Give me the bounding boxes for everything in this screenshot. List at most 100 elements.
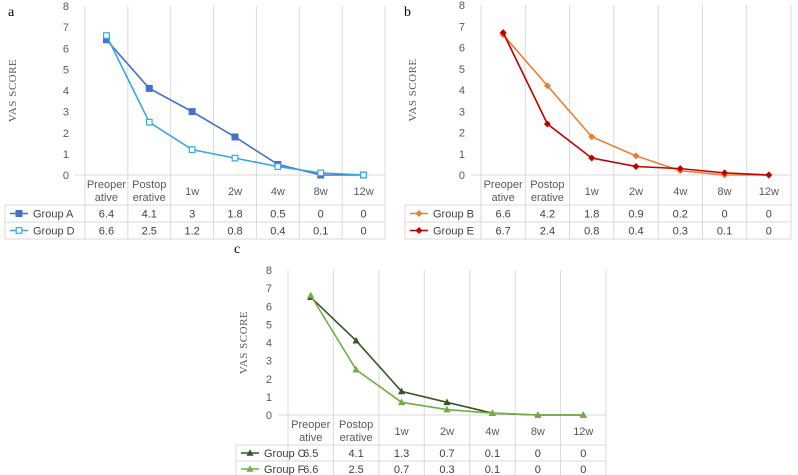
data-point <box>231 133 239 141</box>
y-tick-label: 4 <box>266 338 272 350</box>
legend-key-marker <box>415 210 423 217</box>
legend-key-marker <box>246 465 254 472</box>
data-point <box>188 146 196 154</box>
data-point <box>360 171 367 179</box>
legend-entry: Group F <box>264 464 305 475</box>
y-tick-label: 2 <box>63 128 69 140</box>
y-axis-label: VAS SCORE <box>407 58 419 121</box>
data-table-cell: 0 <box>580 464 586 475</box>
x-tick-label: 8w <box>314 186 328 198</box>
y-tick-label: 6 <box>63 43 69 55</box>
y-tick-label: 3 <box>459 106 465 118</box>
data-point <box>274 163 282 170</box>
data-table-cell: 0.3 <box>439 464 454 475</box>
y-tick-label: 7 <box>266 283 272 295</box>
data-point <box>352 365 360 373</box>
data-point <box>588 133 596 141</box>
data-table-cell: 1.8 <box>227 209 242 221</box>
legend-key-marker <box>415 227 423 234</box>
y-axis-label: VAS SCORE <box>238 311 250 374</box>
y-tick-label: 6 <box>459 43 465 55</box>
y-tick-label: 4 <box>63 86 69 98</box>
y-tick-label: 5 <box>459 64 465 76</box>
data-table-cell: 0.7 <box>394 464 409 475</box>
y-tick-label: 0 <box>63 170 69 182</box>
y-tick-label: 2 <box>266 374 272 386</box>
legend-entry: Group B <box>433 209 474 221</box>
data-table-cell: 0.1 <box>313 226 328 238</box>
data-point <box>397 398 406 406</box>
x-tick-label: Postop <box>530 179 564 191</box>
data-table-cell: 6.7 <box>495 226 510 238</box>
data-table-cell: 0.1 <box>717 226 732 238</box>
data-point <box>588 154 596 162</box>
data-table-cell: 0.4 <box>628 226 643 238</box>
data-table-cell: 0.1 <box>485 448 500 460</box>
data-table-cell: 2.5 <box>348 464 363 475</box>
data-point <box>632 163 640 170</box>
data-table-cell: 4.2 <box>540 209 555 221</box>
x-tick-label: 12w <box>353 186 373 198</box>
data-table-cell: 0.5 <box>270 209 285 221</box>
data-table-cell: 1.8 <box>584 209 599 221</box>
panel-label: b <box>404 5 411 20</box>
series-line-group-d <box>105 35 364 176</box>
panel-label: c <box>234 242 240 257</box>
data-table-cell: 0 <box>535 464 541 475</box>
x-tick-label: 2w <box>629 186 643 198</box>
x-tick-label: 4w <box>485 426 499 438</box>
legend-key-marker <box>15 227 23 234</box>
series-line-group-c <box>310 296 584 416</box>
data-table-cell: 6.6 <box>495 209 510 221</box>
data-table-cell: 2.4 <box>540 226 555 238</box>
data-point <box>534 411 542 418</box>
data-point <box>317 169 325 177</box>
x-tick-label: 2w <box>228 186 242 198</box>
series-line-group-f <box>310 294 584 416</box>
x-tick-label: 1w <box>185 186 199 198</box>
data-table-cell: 3 <box>189 209 195 221</box>
data-point <box>145 118 153 126</box>
x-tick-label: 1w <box>395 426 409 438</box>
data-table-cell: 0 <box>318 209 324 221</box>
data-table-cell: 0.1 <box>485 464 500 475</box>
data-point <box>543 82 551 90</box>
legend-entry: Group D <box>33 226 75 238</box>
x-tick-label: Preoper <box>484 179 523 191</box>
data-point <box>488 409 497 416</box>
data-table-cell: 0 <box>766 226 772 238</box>
y-tick-label: 5 <box>266 319 272 331</box>
x-tick-label: erative <box>340 432 373 444</box>
x-tick-label: 2w <box>440 426 454 438</box>
y-tick-label: 7 <box>459 21 465 33</box>
y-tick-label: 7 <box>63 22 69 34</box>
y-tick-label: 8 <box>459 0 465 12</box>
legend-entry: Group C <box>264 448 306 460</box>
data-point <box>543 120 551 128</box>
y-tick-label: 8 <box>266 265 272 277</box>
x-tick-label: 1w <box>585 186 599 198</box>
y-tick-label: 4 <box>459 85 465 97</box>
legend-key-marker <box>15 210 23 217</box>
data-point <box>676 165 684 173</box>
x-tick-label: Postop <box>339 419 373 431</box>
data-point <box>579 411 587 418</box>
data-table-cell: 6.6 <box>99 226 114 238</box>
x-tick-label: 4w <box>271 186 285 198</box>
data-table-cell: 0 <box>361 226 367 238</box>
y-tick-label: 1 <box>459 149 465 161</box>
x-tick-label: 12w <box>573 426 593 438</box>
data-table-cell: 0 <box>361 209 367 221</box>
x-tick-label: ative <box>299 432 322 444</box>
data-table-cell: 0.3 <box>673 226 688 238</box>
data-point <box>397 387 406 395</box>
x-tick-label: ative <box>492 192 515 204</box>
y-tick-label: 0 <box>266 410 272 422</box>
data-point <box>145 84 153 92</box>
data-table-cell: 4.1 <box>348 448 363 460</box>
x-tick-label: Preoper <box>87 179 126 191</box>
legend-entry: Group E <box>433 226 474 238</box>
y-tick-label: 2 <box>459 128 465 140</box>
